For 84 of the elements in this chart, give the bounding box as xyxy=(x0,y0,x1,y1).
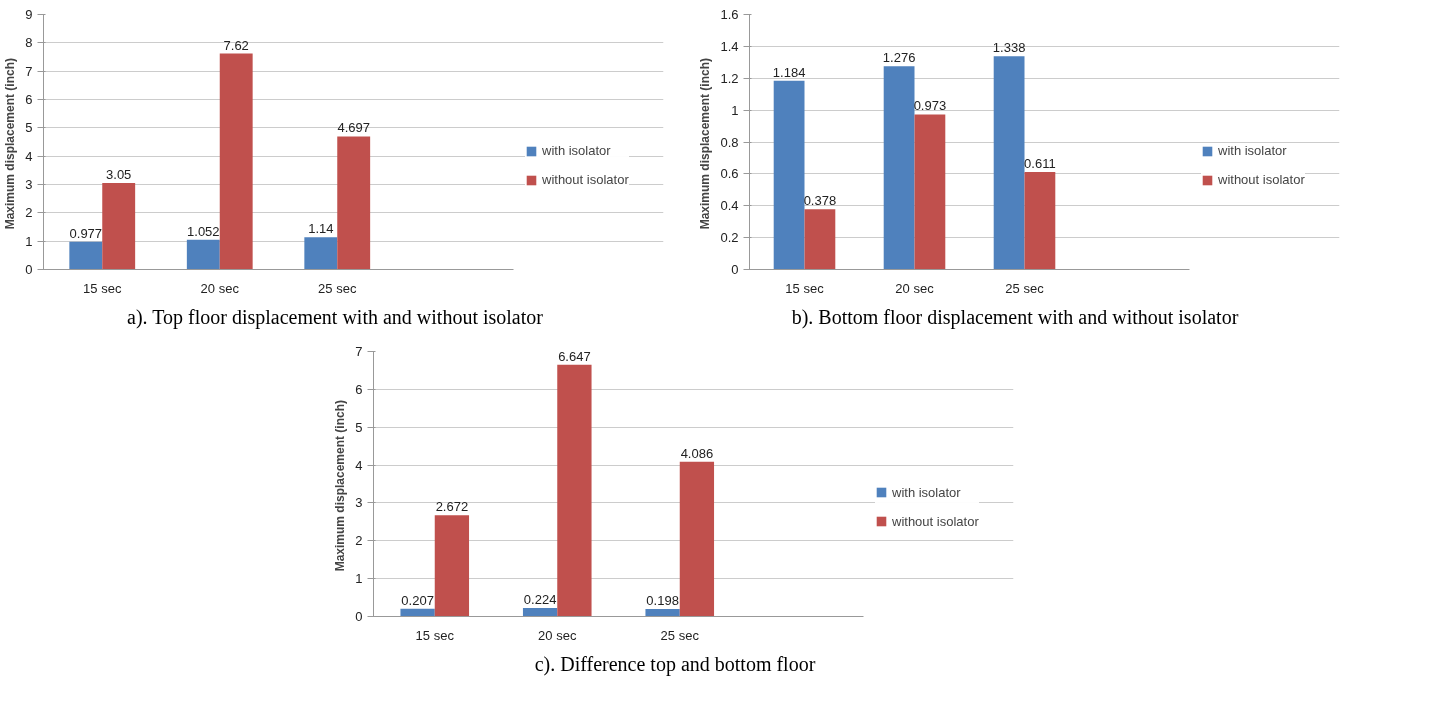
x-tick-label: 20 sec xyxy=(200,280,240,296)
x-tick-label: 25 sec xyxy=(318,280,357,296)
y-tick-label: 2 xyxy=(355,532,363,548)
data-label: 0.973 xyxy=(913,98,947,114)
bar xyxy=(914,114,946,270)
bar xyxy=(804,209,836,270)
y-tick-label: 3 xyxy=(25,177,33,192)
y-axis-title: Maximum displacement (inch) xyxy=(698,57,713,230)
data-label: 0.224 xyxy=(523,591,557,607)
bar xyxy=(993,56,1025,270)
text: a). Top floor displacement with and without isolator xyxy=(127,305,543,331)
y-tick-label: 1.6 xyxy=(720,7,739,22)
bar xyxy=(337,136,371,270)
y-tick-label: 1 xyxy=(25,233,33,249)
bar xyxy=(773,80,805,270)
legend-label: without isolator xyxy=(542,172,629,187)
x-tick-label: 20 sec xyxy=(538,627,577,643)
data-label: 0.198 xyxy=(646,592,679,608)
bar xyxy=(883,66,915,270)
legend-label: with isolator xyxy=(542,143,611,158)
y-tick-label: 0.4 xyxy=(720,198,739,214)
legend-label: without isolator xyxy=(1218,172,1305,187)
legend-label: with isolator xyxy=(1218,143,1287,158)
y-tick-label: 0.2 xyxy=(720,230,739,246)
x-tick-label: 15 sec xyxy=(83,280,122,296)
y-tick-label: 1 xyxy=(731,102,739,118)
bar xyxy=(304,237,338,270)
bar xyxy=(434,514,470,617)
y-tick-label: 6 xyxy=(25,92,33,107)
x-tick-label: 25 sec xyxy=(1005,280,1045,296)
bar xyxy=(557,364,592,617)
data-label: 0.378 xyxy=(803,193,837,209)
y-tick-label: 0 xyxy=(25,262,33,277)
y-tick-label: 8 xyxy=(25,35,33,51)
legend-label: with isolator xyxy=(892,484,961,500)
y-tick-label: 3 xyxy=(355,494,363,510)
y-tick-label: 9 xyxy=(25,7,33,22)
legend-label: without isolator xyxy=(892,513,979,529)
y-axis-title: Maximum displacement (inch) xyxy=(3,57,18,230)
y-tick-label: 5 xyxy=(355,419,363,435)
data-label: 4.697 xyxy=(337,120,370,136)
bar xyxy=(219,53,253,270)
data-label: 2.672 xyxy=(435,498,469,514)
bar xyxy=(645,608,680,617)
bar xyxy=(102,183,136,270)
data-label: 4.086 xyxy=(680,445,714,461)
data-label: 1.14 xyxy=(308,221,334,237)
y-tick-label: 4 xyxy=(25,148,33,164)
text: b). Bottom floor displacement with and without isolator xyxy=(791,305,1239,331)
y-axis-title: Maximum displacement (inch) xyxy=(333,399,348,571)
x-tick-label: 15 sec xyxy=(785,280,825,296)
y-tick-label: 7 xyxy=(355,343,363,359)
data-label: 1.276 xyxy=(882,50,916,66)
x-tick-label: 20 sec xyxy=(895,280,935,296)
bar xyxy=(186,239,220,270)
y-tick-label: 6 xyxy=(355,381,363,397)
data-label: 3.05 xyxy=(106,167,132,183)
bar xyxy=(679,461,715,617)
y-tick-label: 7 xyxy=(25,63,33,79)
bar xyxy=(1024,172,1056,270)
data-label: 7.62 xyxy=(223,37,249,53)
data-label: 0.611 xyxy=(1024,156,1056,172)
bar xyxy=(69,241,103,270)
y-tick-label: 0 xyxy=(355,608,363,624)
y-tick-label: 1.4 xyxy=(720,38,739,54)
y-tick-label: 0.6 xyxy=(720,166,739,182)
data-label: 1.052 xyxy=(187,223,220,239)
y-tick-label: 1.2 xyxy=(720,70,739,86)
bar xyxy=(522,607,558,617)
data-label: 6.647 xyxy=(558,348,591,364)
data-label: 0.977 xyxy=(69,225,103,241)
x-tick-label: 25 sec xyxy=(660,627,700,643)
y-tick-label: 1 xyxy=(355,570,363,586)
data-label: 1.338 xyxy=(992,40,1026,56)
y-tick-label: 5 xyxy=(25,120,33,136)
y-tick-label: 0.8 xyxy=(720,134,739,150)
y-tick-label: 4 xyxy=(355,457,363,473)
text: c). Difference top and bottom floor xyxy=(534,651,816,678)
bar xyxy=(400,608,435,617)
data-label: 0.207 xyxy=(401,592,434,608)
y-tick-label: 0 xyxy=(731,262,739,277)
data-label: 1.184 xyxy=(772,64,806,80)
x-tick-label: 15 sec xyxy=(415,627,455,643)
y-tick-label: 2 xyxy=(25,205,33,221)
